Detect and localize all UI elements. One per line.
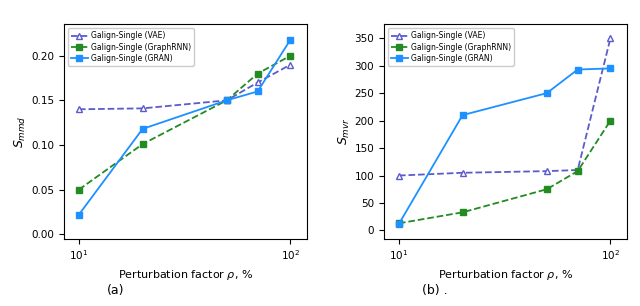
Galign-Single (GraphRNN) [543,187,550,191]
Line: Galign-Single (VAE): Galign-Single (VAE) [76,62,294,112]
Text: (a): (a) [106,284,124,297]
Galign-Single (GraphRNN) [254,72,262,75]
Galign-Single (VAE) [574,168,582,172]
Galign-Single (VAE) [395,174,403,177]
Galign-Single (VAE) [607,36,614,40]
Galign-Single (GraphRNN) [574,169,582,173]
Line: Galign-Single (GRAN): Galign-Single (GRAN) [76,36,294,218]
Galign-Single (GRAN) [254,90,262,93]
Galign-Single (GRAN) [543,91,550,95]
Legend: Galign-Single (VAE), Galign-Single (GraphRNN), Galign-Single (GRAN): Galign-Single (VAE), Galign-Single (Grap… [388,28,514,66]
Galign-Single (VAE) [223,99,230,102]
Y-axis label: $S_{mmd}$: $S_{mmd}$ [13,115,28,148]
Galign-Single (GRAN) [75,213,83,216]
Galign-Single (VAE) [254,81,262,84]
Line: Galign-Single (GraphRNN): Galign-Single (GraphRNN) [396,118,614,226]
Galign-Single (VAE) [139,106,147,110]
Line: Galign-Single (GRAN): Galign-Single (GRAN) [396,65,614,227]
X-axis label: Perturbation factor $\rho$, %: Perturbation factor $\rho$, % [438,268,573,282]
Galign-Single (VAE) [75,107,83,111]
Galign-Single (GRAN) [287,38,294,42]
Galign-Single (GRAN) [395,222,403,226]
Galign-Single (VAE) [543,169,550,173]
Line: Galign-Single (GraphRNN): Galign-Single (GraphRNN) [76,53,294,193]
X-axis label: Perturbation factor $\rho$, %: Perturbation factor $\rho$, % [118,268,253,282]
Galign-Single (GraphRNN) [459,211,467,214]
Galign-Single (VAE) [459,171,467,175]
Galign-Single (GraphRNN) [287,54,294,58]
Galign-Single (GRAN) [459,113,467,117]
Galign-Single (GraphRNN) [75,188,83,192]
Galign-Single (GRAN) [607,67,614,70]
Line: Galign-Single (VAE): Galign-Single (VAE) [396,35,614,179]
Legend: Galign-Single (VAE), Galign-Single (GraphRNN), Galign-Single (GRAN): Galign-Single (VAE), Galign-Single (Grap… [68,28,194,66]
Galign-Single (GraphRNN) [223,99,230,102]
Galign-Single (GraphRNN) [395,222,403,225]
Galign-Single (GRAN) [139,127,147,131]
Galign-Single (VAE) [287,63,294,66]
Galign-Single (GRAN) [223,99,230,102]
Y-axis label: $S_{mvr}$: $S_{mvr}$ [337,118,352,145]
Galign-Single (GraphRNN) [139,142,147,146]
Galign-Single (GRAN) [574,68,582,71]
Text: (b) .: (b) . [422,284,448,297]
Galign-Single (GraphRNN) [607,119,614,122]
